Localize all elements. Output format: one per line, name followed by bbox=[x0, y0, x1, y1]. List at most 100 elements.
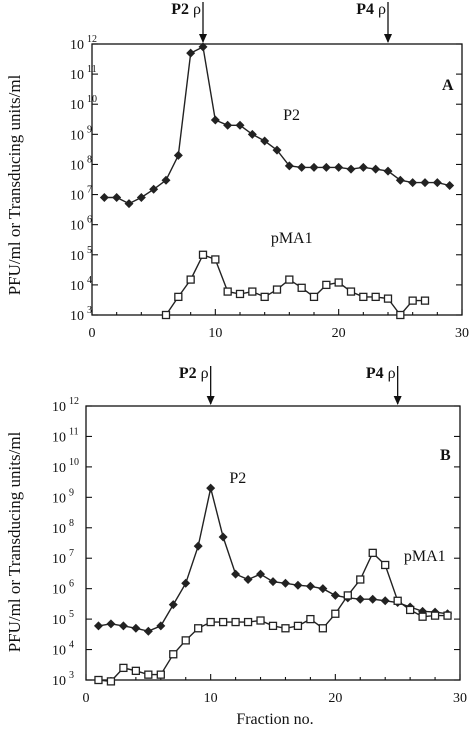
y-tick-label: 10 bbox=[52, 644, 66, 659]
marker-arrow-head bbox=[393, 396, 402, 405]
data-point-pma1 bbox=[383, 294, 393, 303]
data-point-pma1 bbox=[318, 624, 328, 633]
data-point-p2 bbox=[223, 120, 233, 130]
y-tick-label: 10 bbox=[70, 249, 84, 264]
data-point-p2 bbox=[321, 162, 331, 172]
y-axis-label-bottom: PFU/ml or Transducing units/ml bbox=[5, 431, 24, 652]
series-line-pma1 bbox=[98, 551, 448, 683]
x-tick-label: 10 bbox=[208, 326, 222, 341]
data-point-p2 bbox=[371, 164, 381, 174]
data-point-p2 bbox=[124, 199, 134, 209]
data-point-pma1 bbox=[430, 611, 440, 620]
data-point-pma1 bbox=[368, 548, 377, 558]
data-point-p2 bbox=[355, 594, 365, 604]
plot-frame-a bbox=[91, 43, 463, 316]
y-tick-label: 10 bbox=[70, 158, 84, 173]
data-point-p2 bbox=[309, 162, 319, 172]
x-tick-label: 0 bbox=[83, 691, 90, 706]
series-line-pma1 bbox=[165, 253, 425, 317]
data-point-p2 bbox=[161, 175, 171, 185]
y-tick-label: 10 bbox=[52, 552, 66, 567]
data-point-p2 bbox=[383, 166, 393, 176]
data-point-pma1 bbox=[194, 624, 203, 633]
y-tick-exponent: 10 bbox=[87, 94, 97, 105]
data-point-pma1 bbox=[169, 650, 178, 659]
data-point-pma1 bbox=[231, 617, 240, 627]
data-point-p2 bbox=[330, 590, 340, 600]
data-point-p2 bbox=[284, 161, 294, 171]
data-point-p2 bbox=[106, 619, 116, 629]
data-point-p2 bbox=[156, 621, 166, 631]
data-point-p2 bbox=[198, 42, 208, 52]
y-tick-label: 10 bbox=[52, 522, 66, 537]
y-tick-label: 10 bbox=[52, 400, 66, 415]
marker-label: P2 ρ bbox=[179, 365, 209, 382]
data-point-pma1 bbox=[396, 310, 405, 320]
y-tick-exponent: 4 bbox=[87, 275, 92, 286]
y-tick-label: 10 bbox=[70, 219, 84, 234]
marker-arrow-head bbox=[199, 34, 207, 43]
y-tick-label: 10 bbox=[52, 674, 66, 689]
x-axis-label: Fraction no. bbox=[236, 711, 313, 728]
plot-frame-b bbox=[85, 405, 461, 681]
data-point-pma1 bbox=[359, 292, 368, 302]
data-point-pma1 bbox=[420, 296, 430, 305]
series-line-p2 bbox=[98, 488, 448, 632]
data-point-pma1 bbox=[331, 609, 340, 618]
data-point-p2 bbox=[93, 621, 103, 631]
y-tick-exponent: 3 bbox=[87, 305, 92, 316]
data-point-pma1 bbox=[393, 596, 402, 605]
data-point-pma1 bbox=[174, 292, 183, 302]
y-tick-exponent: 7 bbox=[87, 185, 92, 196]
data-point-p2 bbox=[305, 581, 315, 591]
y-tick-label: 10 bbox=[70, 279, 84, 294]
data-point-p2 bbox=[112, 192, 122, 202]
data-point-pma1 bbox=[293, 621, 303, 631]
data-point-pma1 bbox=[223, 287, 232, 296]
data-point-p2 bbox=[99, 192, 109, 202]
y-tick-label: 10 bbox=[70, 38, 84, 53]
data-point-pma1 bbox=[408, 296, 417, 305]
data-point-pma1 bbox=[343, 591, 352, 600]
data-point-p2 bbox=[247, 129, 257, 139]
y-tick-label: 10 bbox=[52, 430, 66, 445]
data-point-p2 bbox=[432, 178, 442, 188]
y-tick-exponent: 8 bbox=[87, 154, 92, 165]
data-point-pma1 bbox=[94, 675, 103, 685]
data-point-p2 bbox=[445, 180, 455, 190]
data-point-pma1 bbox=[119, 663, 128, 673]
y-tick-exponent: 8 bbox=[69, 518, 74, 529]
data-point-p2 bbox=[260, 136, 270, 146]
data-point-pma1 bbox=[281, 624, 290, 633]
x-tick-label: 20 bbox=[328, 691, 342, 706]
x-tick-label: 30 bbox=[453, 691, 467, 706]
data-point-pma1 bbox=[405, 605, 415, 615]
y-tick-exponent: 5 bbox=[69, 609, 74, 620]
data-point-pma1 bbox=[285, 275, 294, 284]
data-point-p2 bbox=[235, 120, 245, 130]
data-point-p2 bbox=[118, 621, 128, 631]
data-point-p2 bbox=[143, 626, 153, 636]
data-point-p2 bbox=[408, 178, 418, 188]
data-point-pma1 bbox=[181, 636, 190, 645]
panel-tag-a: A bbox=[442, 77, 454, 94]
data-point-pma1 bbox=[156, 670, 165, 679]
data-point-p2 bbox=[297, 162, 307, 172]
data-point-p2 bbox=[272, 145, 282, 155]
y-tick-label: 10 bbox=[52, 613, 66, 628]
y-tick-exponent: 11 bbox=[69, 426, 79, 437]
data-point-p2 bbox=[256, 569, 266, 579]
data-point-pma1 bbox=[297, 283, 306, 292]
data-point-p2 bbox=[380, 596, 390, 606]
y-tick-exponent: 4 bbox=[69, 640, 74, 651]
x-tick-label: 30 bbox=[455, 326, 469, 341]
data-point-p2 bbox=[193, 541, 203, 551]
data-point-pma1 bbox=[186, 275, 195, 284]
data-point-p2 bbox=[268, 577, 278, 587]
data-point-p2 bbox=[368, 594, 378, 604]
y-tick-exponent: 3 bbox=[69, 670, 74, 681]
data-point-p2 bbox=[131, 623, 141, 633]
series-label-p2: P2 bbox=[283, 107, 300, 124]
series-label-pma1: pMA1 bbox=[404, 548, 446, 565]
y-tick-label: 10 bbox=[52, 583, 66, 598]
